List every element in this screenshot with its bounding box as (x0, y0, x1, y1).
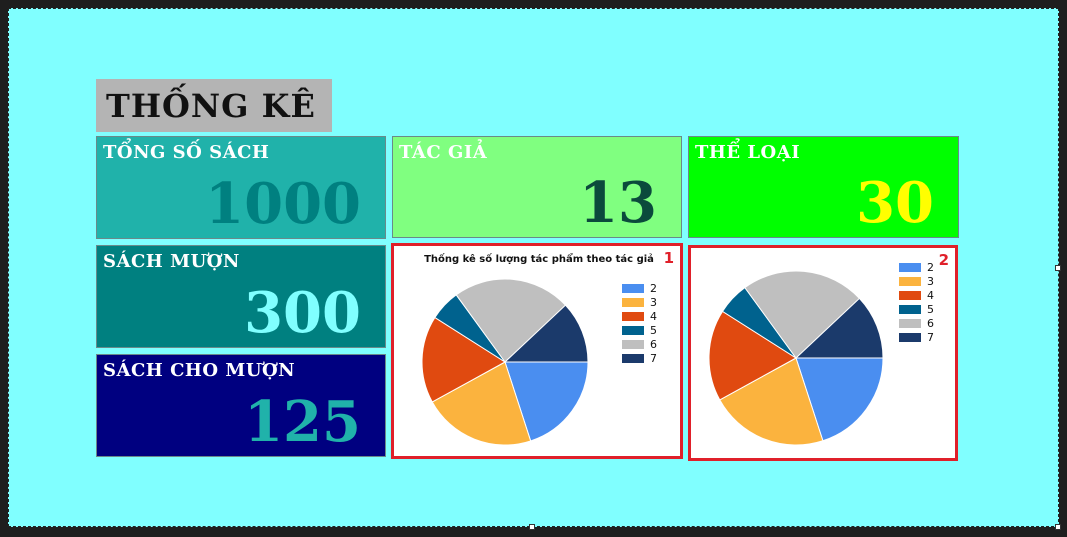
stat-borrowed: SÁCH MƯỢN 300 (96, 245, 386, 348)
pie-chart-authors[interactable]: Thống kê số lượng tác phẩm theo tác giả … (391, 243, 683, 459)
legend-item-2: 2 (899, 260, 934, 274)
legend-item-7: 7 (622, 351, 657, 365)
pie-slice-2 (795, 357, 884, 442)
legend-label: 6 (650, 337, 657, 351)
stat-label: TỔNG SỐ SÁCH (103, 142, 270, 163)
legend-swatch (899, 262, 921, 272)
legend-label: 2 (927, 260, 934, 274)
chart-badge: 2 (938, 251, 949, 269)
chart-badge: 1 (663, 249, 674, 267)
legend-swatch (899, 332, 921, 342)
legend-item-4: 4 (622, 309, 657, 323)
pie-slice-7 (794, 297, 884, 359)
resize-handle-bottom[interactable] (529, 524, 535, 530)
pie-slice-4 (708, 310, 797, 401)
legend-swatch (899, 290, 921, 300)
resize-handle-corner[interactable] (1055, 524, 1061, 530)
legend-label: 3 (650, 295, 657, 309)
pie-svg (421, 278, 589, 446)
legend-swatch (899, 276, 921, 286)
legend-item-4: 4 (899, 288, 934, 302)
chart-title: Thống kê số lượng tác phẩm theo tác giả (424, 254, 654, 265)
stat-value: 300 (244, 280, 361, 346)
legend-label: 5 (650, 323, 657, 337)
legend-swatch (622, 339, 644, 349)
legend-item-2: 2 (622, 281, 657, 295)
stat-value: 1000 (205, 171, 361, 237)
legend-swatch (899, 318, 921, 328)
legend-label: 5 (927, 302, 934, 316)
stat-value: 30 (856, 170, 934, 236)
legend-swatch (622, 325, 644, 335)
legend-item-5: 5 (622, 323, 657, 337)
legend-item-5: 5 (899, 302, 934, 316)
legend-label: 2 (650, 281, 657, 295)
legend-swatch (622, 283, 644, 293)
legend-label: 4 (650, 309, 657, 323)
legend-swatch (622, 297, 644, 307)
stat-genres: THỂ LOẠI 30 (688, 136, 959, 238)
pie-slice-2 (504, 361, 589, 442)
legend-item-3: 3 (622, 295, 657, 309)
legend-item-6: 6 (622, 337, 657, 351)
legend-item-3: 3 (899, 274, 934, 288)
pie-slice-6 (455, 278, 567, 363)
pie-slice-6 (744, 270, 861, 359)
stat-label: THỂ LOẠI (695, 142, 801, 163)
stat-lent: SÁCH CHO MƯỢN 125 (96, 354, 386, 457)
stat-authors: TÁC GIẢ 13 (392, 136, 682, 238)
legend-label: 4 (927, 288, 934, 302)
legend-label: 7 (927, 330, 934, 344)
legend-swatch (899, 304, 921, 314)
stat-value: 125 (244, 389, 361, 455)
stat-label: SÁCH MƯỢN (103, 251, 240, 272)
pie-slice-7 (503, 304, 589, 363)
legend-swatch (622, 353, 644, 363)
stat-value: 13 (579, 170, 657, 236)
pie-slice-3 (431, 361, 532, 446)
pie-svg (708, 270, 884, 446)
legend-item-6: 6 (899, 316, 934, 330)
legend-label: 6 (927, 316, 934, 330)
page-title: THỐNG KÊ (96, 79, 332, 132)
legend-swatch (622, 311, 644, 321)
resize-handle-right[interactable] (1055, 265, 1061, 271)
pie-slice-3 (719, 357, 824, 446)
pie-slice-4 (421, 316, 506, 403)
stat-total-books: TỔNG SỐ SÁCH 1000 (96, 136, 386, 239)
stat-label: SÁCH CHO MƯỢN (103, 360, 296, 381)
legend-item-7: 7 (899, 330, 934, 344)
stat-label: TÁC GIẢ (399, 142, 488, 163)
legend-label: 3 (927, 274, 934, 288)
legend-label: 7 (650, 351, 657, 365)
